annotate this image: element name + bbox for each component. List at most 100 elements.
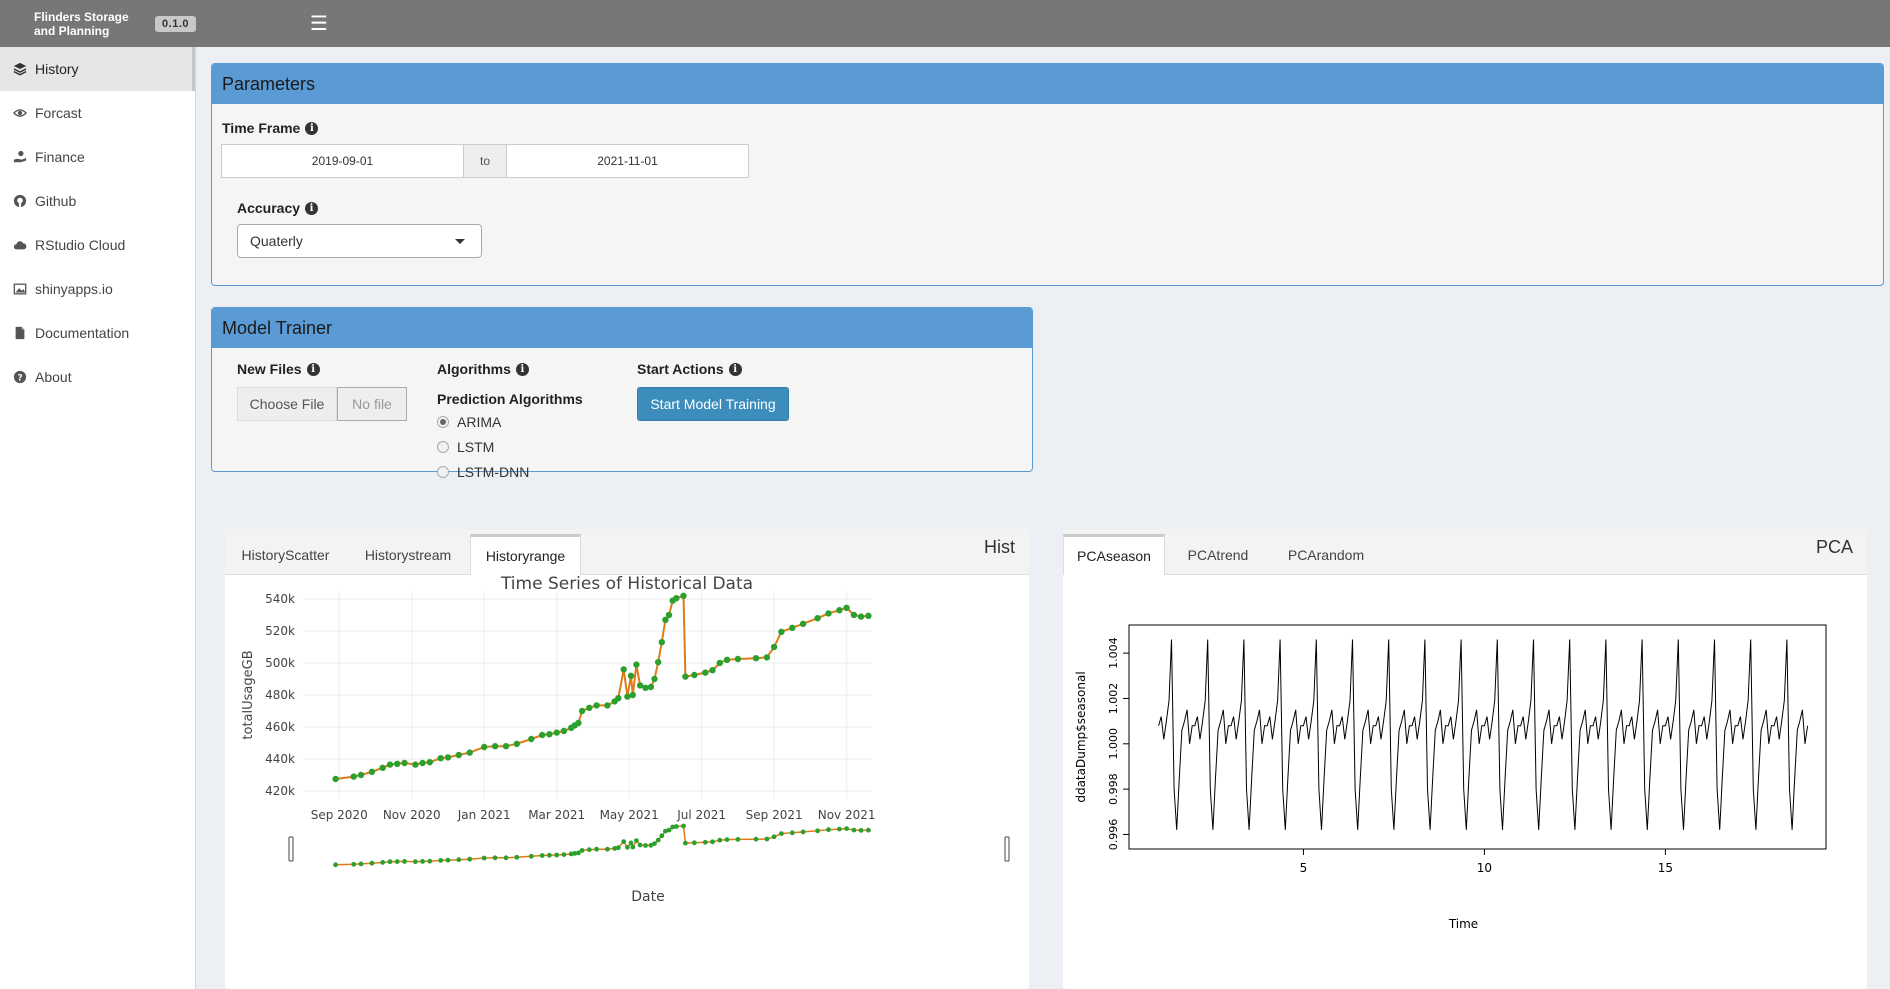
data-point — [491, 743, 499, 750]
accuracy-label: Accuracy i — [237, 200, 319, 216]
range-slider-point — [572, 851, 578, 856]
y-axis-label: totalUsageGB — [241, 650, 256, 739]
sidebar-item-github[interactable]: Github — [0, 179, 195, 223]
data-point — [778, 628, 785, 635]
x-tick-label: Nov 2021 — [818, 808, 876, 822]
info-icon[interactable]: i — [728, 362, 742, 376]
data-point — [857, 613, 865, 620]
file-icon — [11, 324, 29, 342]
tab-pcaseason[interactable]: PCAseason — [1063, 534, 1165, 575]
range-slider-point — [789, 830, 795, 836]
y-tick-label: 460k — [265, 720, 295, 734]
data-point — [437, 755, 444, 762]
radio-button[interactable] — [437, 466, 449, 478]
range-slider-handle-right — [1004, 836, 1010, 862]
data-point — [466, 749, 473, 756]
range-slider-point — [659, 833, 665, 839]
radio-button[interactable] — [437, 441, 449, 453]
radio-lstm[interactable]: LSTM — [437, 439, 494, 455]
range-slider-point — [586, 847, 592, 853]
y-tick-label: 0.998 — [1107, 773, 1120, 805]
app-title: Flinders Storage and Planning — [34, 9, 129, 38]
y-tick-label: 1.002 — [1107, 683, 1120, 715]
range-slider-point — [568, 851, 574, 857]
svg-text:?: ? — [17, 374, 22, 384]
x-tick-label: Sep 2020 — [311, 808, 368, 822]
data-point — [615, 695, 622, 702]
data-point — [825, 610, 832, 617]
sidebar-item-about[interactable]: ? About — [0, 355, 195, 399]
tab-historystream[interactable]: Historystream — [364, 547, 452, 563]
range-slider-point — [503, 855, 509, 861]
data-point — [836, 607, 843, 614]
info-icon[interactable]: i — [305, 201, 319, 215]
sidebar-item-finance[interactable]: Finance — [0, 135, 195, 179]
range-slider-point — [467, 856, 473, 862]
data-point — [575, 719, 582, 727]
pca-seasonal-chart: 0.996 0.998 1.000 1.002 1.004 5 10 15 Time ddataD… — [1069, 575, 1865, 989]
x-tick-label: 15 — [1658, 861, 1673, 875]
data-point — [502, 743, 510, 750]
y-tick-label: 520k — [265, 624, 295, 638]
tab-historyrange[interactable]: Historyrange — [470, 534, 581, 575]
tab-pcarandom[interactable]: PCArandom — [1287, 547, 1365, 563]
range-slider-point — [771, 834, 777, 840]
data-point — [627, 672, 635, 679]
range-slider-point — [643, 843, 648, 848]
y-tick-label: 500k — [265, 656, 295, 670]
sidebar-item-rstudio-cloud[interactable]: RStudio Cloud — [0, 223, 195, 267]
plot-frame — [1128, 624, 1827, 850]
x-tick-label: May 2021 — [600, 808, 659, 822]
tab-pcatrend[interactable]: PCAtrend — [1187, 547, 1249, 563]
image-icon — [11, 280, 29, 298]
pca-tab-box: PCAseason PCAtrend PCArandom PCA 0.996 0.… — [1063, 529, 1867, 989]
algorithms-label: Algorithms i — [437, 361, 529, 377]
x-axis-label: Date — [631, 889, 664, 905]
range-slider-point — [681, 823, 686, 829]
accuracy-select[interactable]: Quaterly — [237, 224, 482, 258]
range-slider-point — [866, 827, 871, 833]
sidebar-item-forcast[interactable]: Forcast — [0, 91, 195, 135]
sidebar-toggle-icon[interactable]: ☰ — [310, 12, 328, 35]
start-date-input[interactable]: 2019-09-01 — [221, 144, 464, 178]
range-slider-point — [634, 838, 639, 843]
radio-button[interactable] — [437, 416, 449, 428]
range-slider-point — [779, 831, 784, 836]
info-icon[interactable]: i — [515, 362, 529, 376]
parameters-title: Parameters — [212, 64, 1883, 104]
sidebar-item-label: About — [35, 369, 72, 385]
sidebar-item-documentation[interactable]: Documentation — [0, 311, 195, 355]
data-point — [843, 604, 850, 611]
sidebar-item-label: History — [35, 61, 79, 77]
data-point — [426, 759, 433, 766]
file-name-display: No file — [337, 387, 407, 421]
range-slider-point — [655, 837, 661, 843]
data-point — [553, 729, 560, 736]
history-range-chart[interactable]: Time Series of Historical Data 420k 440k 46… — [225, 575, 1029, 989]
x-tick-label: Mar 2021 — [528, 808, 585, 822]
range-slider-point — [652, 841, 657, 846]
data-point — [546, 731, 553, 738]
start-model-training-button[interactable]: Start Model Training — [637, 387, 789, 421]
algorithms-label-text: Algorithms — [437, 361, 511, 377]
range-slider-point — [692, 840, 697, 846]
radio-lstm-dnn[interactable]: LSTM-DNN — [437, 464, 529, 480]
tab-historyscatter[interactable]: HistoryScatter — [241, 547, 330, 563]
radio-arima[interactable]: ARIMA — [437, 414, 501, 430]
data-point — [691, 671, 698, 679]
version-badge: 0.1.0 — [155, 15, 196, 32]
time-frame-label-text: Time Frame — [222, 120, 301, 136]
sidebar-item-shinyapps[interactable]: shinyapps.io — [0, 267, 195, 311]
range-slider-point — [333, 862, 338, 868]
sidebar-item-history[interactable]: History — [0, 47, 195, 91]
data-point — [604, 702, 611, 709]
range-slider-point — [413, 859, 418, 865]
info-icon[interactable]: i — [305, 121, 319, 135]
choose-file-button[interactable]: Choose File — [237, 387, 337, 421]
range-slider-point — [844, 826, 849, 831]
end-date-input[interactable]: 2021-11-01 — [506, 144, 749, 178]
info-icon[interactable]: i — [306, 362, 320, 376]
data-point — [394, 760, 401, 767]
data-point — [651, 675, 658, 683]
data-point — [655, 659, 662, 666]
